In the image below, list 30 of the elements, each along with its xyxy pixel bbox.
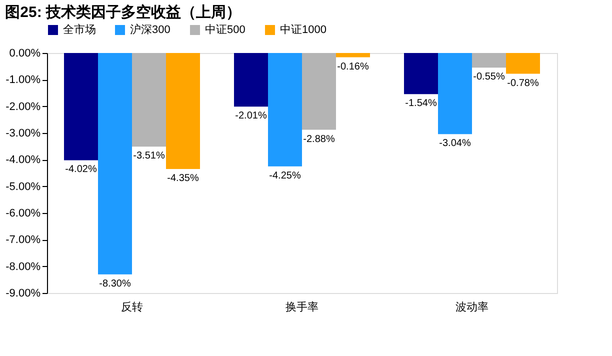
y-tick-label: -4.00%: [6, 154, 41, 166]
x-tick-label: 波动率: [456, 300, 488, 314]
y-tick-label: -1.00%: [6, 74, 41, 86]
data-label: -0.78%: [507, 78, 539, 89]
x-tick-label: 反转: [121, 300, 143, 314]
legend-label: 中证500: [205, 23, 246, 36]
data-label: -3.04%: [439, 138, 471, 150]
data-label: -8.30%: [99, 278, 131, 290]
y-tick-label: -7.00%: [6, 234, 41, 246]
y-tick-label: -2.00%: [6, 100, 41, 113]
y-tick-label: -6.00%: [6, 208, 41, 220]
chart-title: 图25: 技术类因子多空收益（上周）: [5, 3, 242, 21]
data-label: -3.51%: [133, 150, 165, 162]
data-label: -4.25%: [269, 170, 301, 182]
legend-label: 沪深300: [130, 23, 170, 36]
y-tick-label: -3.00%: [6, 128, 41, 140]
legend-label: 全市场: [63, 23, 96, 36]
y-tick-label: -9.00%: [6, 288, 41, 300]
data-label: -2.01%: [235, 110, 267, 122]
data-label: -1.54%: [405, 98, 437, 110]
y-tick-label: 0.00%: [9, 48, 41, 60]
data-label: -4.35%: [167, 173, 199, 184]
data-label: -4.02%: [65, 164, 97, 176]
data-label: -0.55%: [473, 72, 505, 83]
data-label: -0.16%: [337, 61, 369, 72]
y-tick-label: -5.00%: [6, 180, 41, 193]
y-tick-label: -8.00%: [6, 260, 41, 273]
data-label: -2.88%: [303, 134, 335, 145]
legend-label: 中证1000: [280, 23, 326, 36]
x-tick-label: 换手率: [286, 300, 318, 314]
